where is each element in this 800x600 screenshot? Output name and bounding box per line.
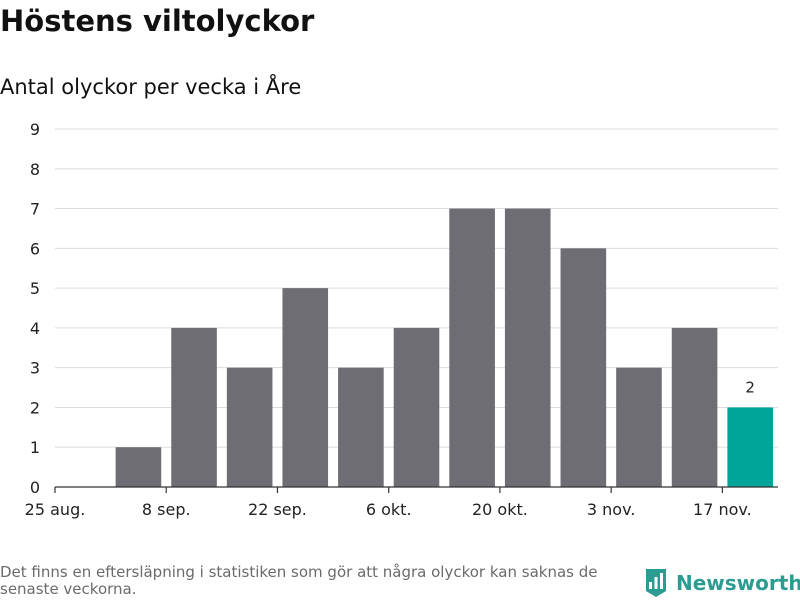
footnote: Det finns en eftersläpning i statistiken… xyxy=(0,563,598,598)
y-tick-label: 0 xyxy=(30,478,40,497)
bar xyxy=(671,327,718,487)
y-tick-label: 9 xyxy=(30,120,40,139)
x-tick-label: 17 nov. xyxy=(693,500,752,519)
y-tick-label: 7 xyxy=(30,200,40,219)
bar xyxy=(338,367,384,487)
x-tick-label: 25 aug. xyxy=(25,500,86,519)
x-tick-label: 22 sep. xyxy=(248,500,307,519)
brand-name: Newsworthy xyxy=(676,571,800,595)
brand-logo: Newsworthy xyxy=(644,568,800,598)
y-tick-label: 6 xyxy=(30,239,40,258)
bar xyxy=(115,447,162,487)
bar xyxy=(504,208,551,488)
bar xyxy=(449,208,495,488)
bar xyxy=(393,327,440,487)
chart-title: Höstens viltolyckor xyxy=(0,4,315,38)
bar xyxy=(560,248,607,487)
x-tick-label: 8 sep. xyxy=(142,500,191,519)
x-tick-label: 20 okt. xyxy=(472,500,528,519)
bar xyxy=(616,367,662,487)
data-label: 2 xyxy=(745,378,755,396)
bar xyxy=(171,327,217,487)
y-tick-label: 5 xyxy=(30,279,40,298)
newsworthy-logo-icon xyxy=(646,569,666,597)
bar xyxy=(226,367,273,487)
x-tick-label: 3 nov. xyxy=(587,500,636,519)
bar xyxy=(727,407,773,487)
y-tick-label: 4 xyxy=(30,319,40,338)
y-tick-label: 1 xyxy=(30,438,40,457)
y-tick-label: 8 xyxy=(30,160,40,179)
bar xyxy=(282,288,329,487)
x-tick-label: 6 okt. xyxy=(366,500,412,519)
chart-subtitle: Antal olyckor per vecka i Åre xyxy=(0,75,302,99)
y-tick-label: 2 xyxy=(30,398,40,417)
bar-chart: 0 1 2 3 4 5 6 7 8 9 2 25 aug. 8 sep. 22 sep. 6 okt. 20 … xyxy=(25,120,778,519)
y-tick-label: 3 xyxy=(30,359,40,378)
